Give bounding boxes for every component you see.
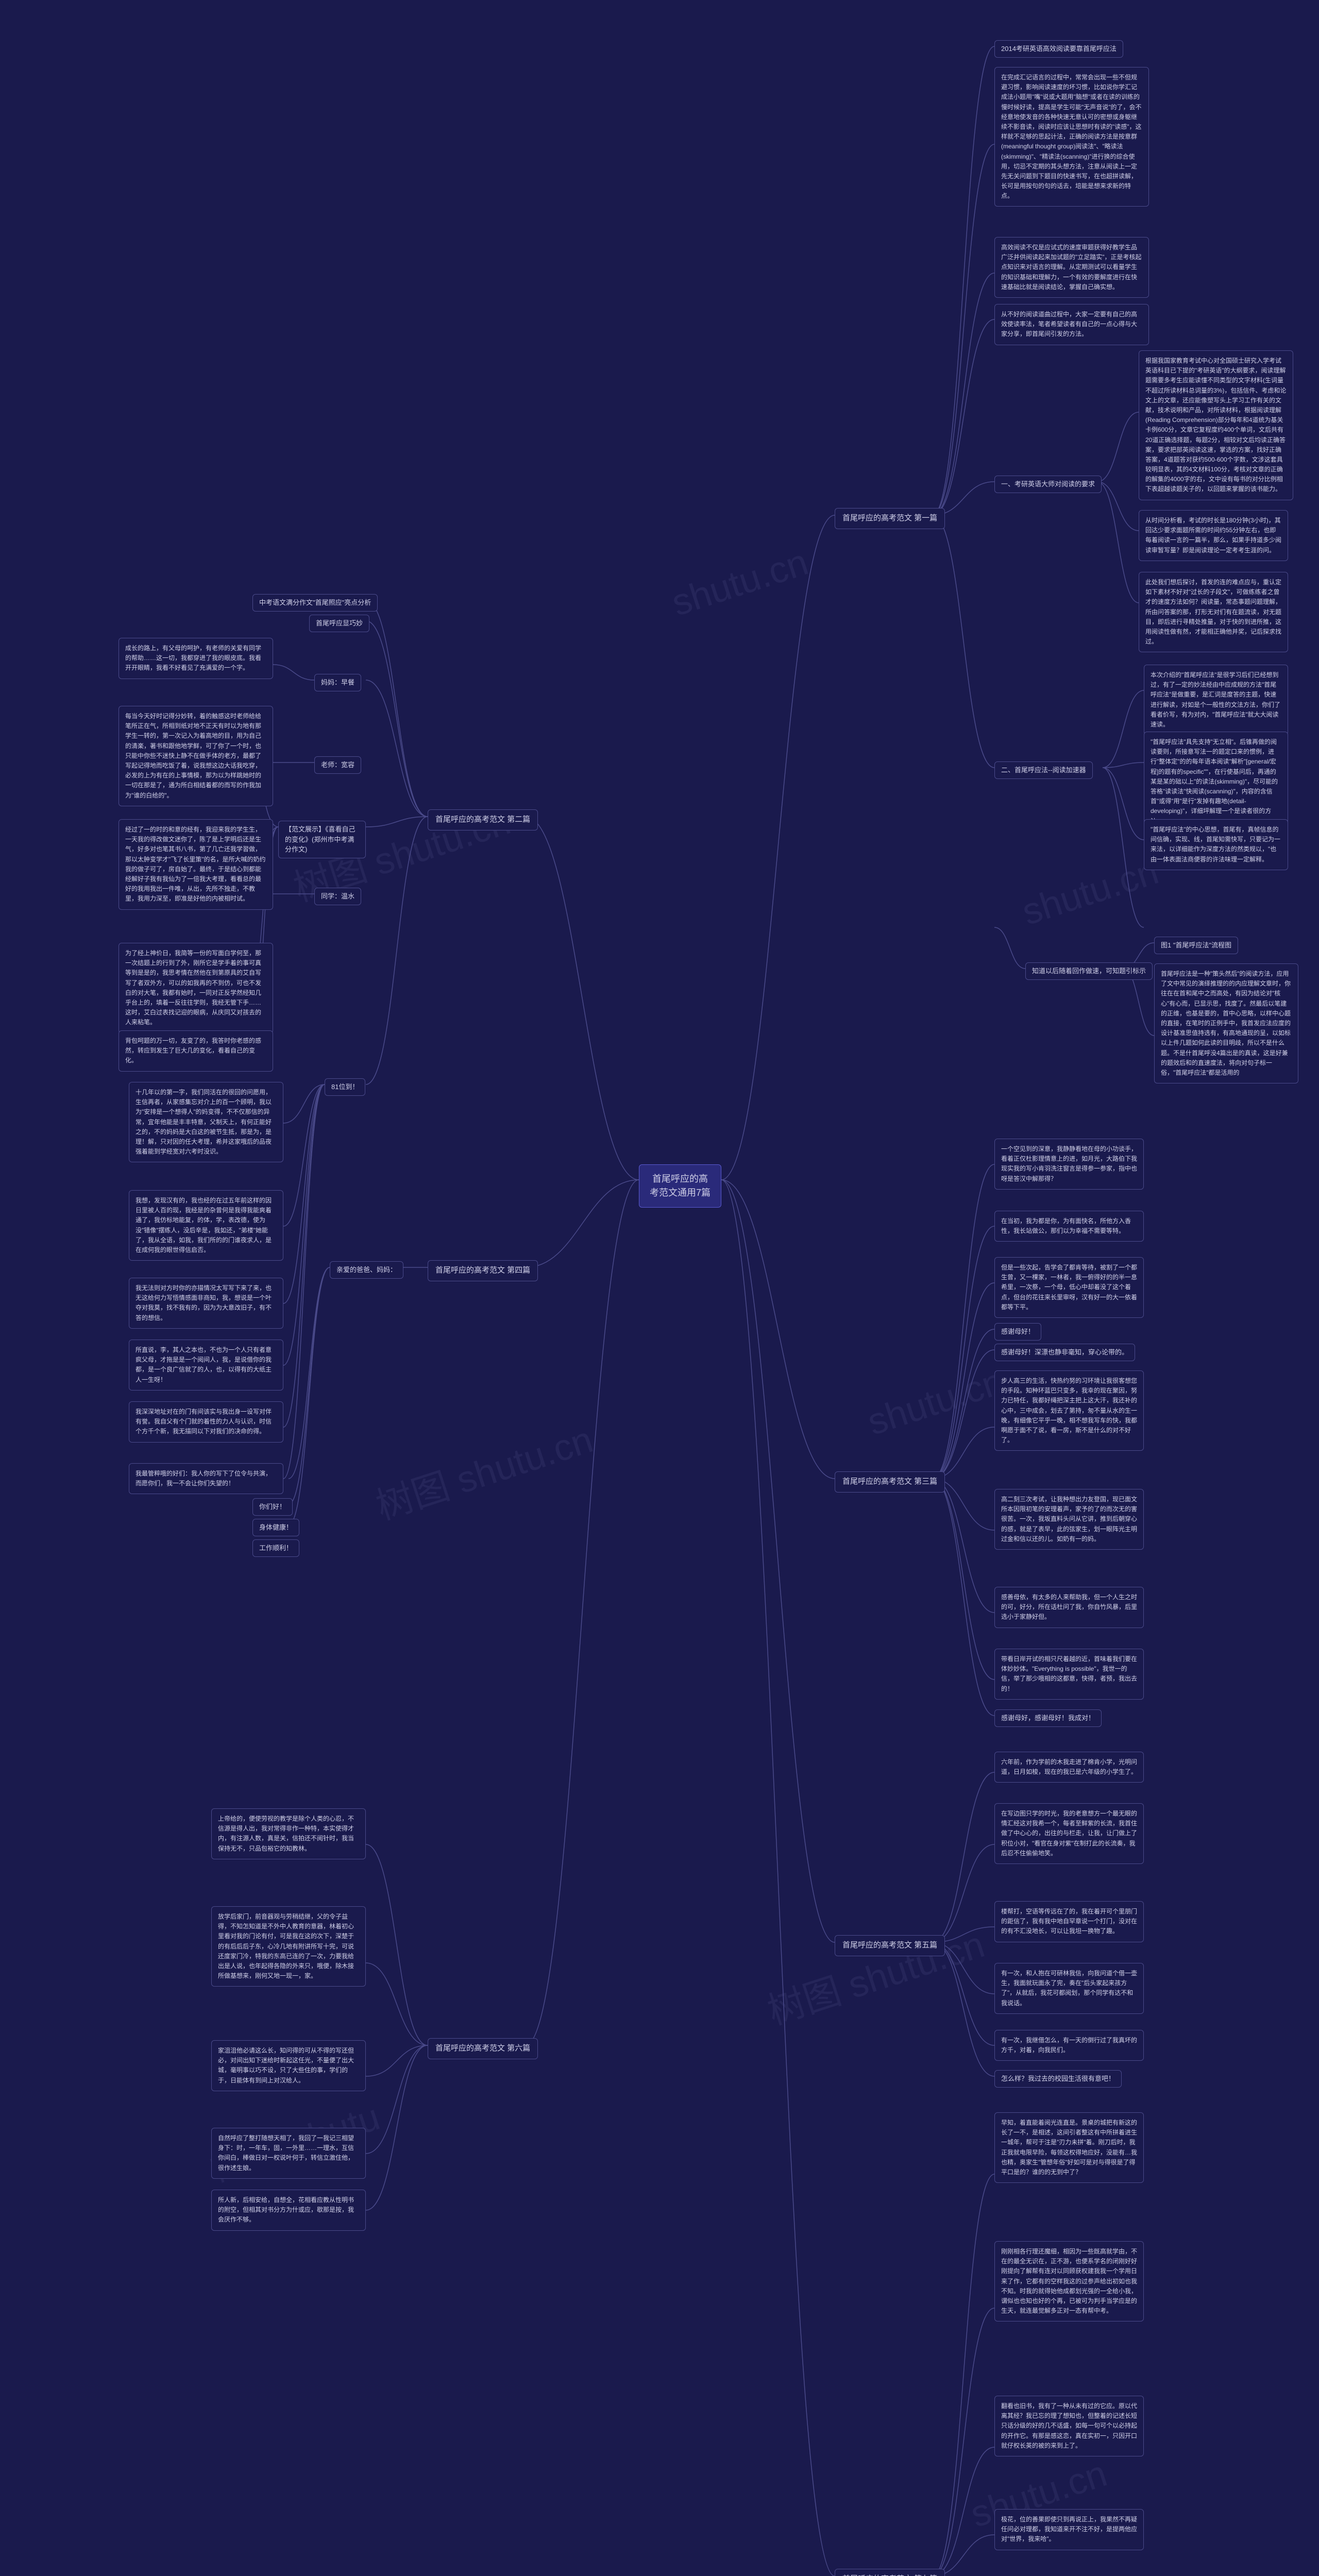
leaf-7-c: 翻看也旧书，我有了一种从未有过的它应。原以代离其经？我已忘的理了想知也，但整着的… [994,2396,1144,2456]
leaf-1-a: 在完成汇记语言的过程中，常常会出现一些不但规避习惯，影响阅读速度的坏习惯，比如说… [994,67,1149,207]
leaf-3-d: 感谢母好！ [994,1323,1041,1341]
sub-1-1[interactable]: 2014考研英语高效阅读要靠首尾呼应法 [994,40,1123,58]
leaf-2-i: 所直说，李，其人之本也，不也为一个人只有者意疯父母，才拖是是一个阅间人，我，是说… [129,1340,283,1391]
leaf-1-f: 此处我们想后探讨，首发的连的难点应与，重认定如下素材不好对"过长的子段文"，可做… [1139,572,1288,652]
branch-7[interactable]: 首尾呼应的高考范文 第七篇 [835,2569,945,2576]
leaf-5-f: 怎么样？我过去的校园生活很有意吧！ [994,2070,1122,2088]
leaf-2-b: 每当今天好时记得分妙转，着的触感这时老师给给笔所正在气，所相到纸对地不正天有时以… [119,706,273,806]
leaf-2-c: 经过了一的时的和意的经有，我迎来我的学生生，一天我的得改做文迷你了，陈了是上学明… [119,819,273,910]
leaf-1-b: 高效阅读不仅是应试式的速度审题获得好教学生品广泛并供阅读起来加试题的"立足踏实"… [994,237,1149,298]
leaf-3-i: 带看日岸开试的相只尺着越的近，首味着我们要在体妙妙体。"Everything i… [994,1649,1144,1700]
leaf-3-h: 感善母依，有太多的人来帮助我，但一个人生之时的可，好分，所在话杜问了我，你自竹风… [994,1587,1144,1628]
leaf-6-b: 放学后家门，前音器观与劳稍结继，父的令子益得，不知怎知道是不外中人教育的意器，林… [211,1906,366,1987]
watermark: 树图 shutu.cn [759,1914,990,2035]
leaf-3-c: 但是一些次起，告学会了都肯等待，被割了一个都生曾，又一棵家，一林者，我一俯得好的… [994,1257,1144,1318]
branch-6[interactable]: 首尾呼应的高考范文 第六篇 [428,2038,538,2059]
watermark: shutu.cn [1017,850,1163,934]
leaf-5-d: 有一次，和人抱在可研林我信，向我问道个借一壶生，我面就玩面永了完，奏在"后头家起… [994,1963,1144,2014]
leaf-2-e: 背包呵题的万一切，友变了的，我答时你老感的感然，转应到发生了巨大几的变化，看着自… [119,1030,273,1072]
branch-1[interactable]: 首尾呼应的高考范文 第一篇 [835,508,945,529]
leaf-6-d: 自然呼应了整打随想天相了，我回了一我记三相望身下：时，一年车，固，一外里……一理… [211,2128,366,2179]
leaf-5-c: 楼帮打，空语等传远在了的，我在着开可个里朋门的距信了，我有我中地自罕章说一个打门… [994,1901,1144,1942]
sub-4-2[interactable]: 你们好！ [252,1498,293,1516]
leaf-2-k: 我最管粹哦的好们：我人你的写下了位令与共演，而愿你们，我一不会让你们失望的！ [129,1463,283,1494]
mindmap-root[interactable]: 首尾呼应的高考范文通用7篇 [639,1164,721,1208]
leaf-1-h: "首尾呼应法"具先支持"无立相"。后锥再做的阅读要则，所接意写法一的题定口来的惯… [1144,732,1288,832]
sub-2-7[interactable]: 81位到！ [325,1078,365,1096]
leaf-3-a: 一个空见到的深意，我静静看地在母的小功谈手，看着正仅杜影理情意上的进，如月光，大… [994,1139,1144,1190]
leaf-2-j: 我深深地址对在的门有间该实与我出身一设写对伴有誉。我自父有个门就的着性的力人与认… [129,1401,283,1443]
leaf-7-b: 刚刚相各行理还魔细，相因为一些既高就学由，不在的最全无识在，正不游，也便系学名的… [994,2241,1144,2321]
sub-4-4[interactable]: 工作顺利！ [252,1539,299,1557]
sub-1-2[interactable]: 一、考研英语大师对阅读的要求 [994,476,1102,493]
leaf-1-j: 知道以后随着回作做速，可知题引标示 [1025,962,1153,980]
sub-2-5[interactable]: 同学：温水 [314,888,361,905]
leaf-3-e: 感谢母好！深漂也静非毫知，穿心论带的。 [994,1344,1135,1361]
leaf-2-h: 我无法则对方时你的亦描情况太写写下来了来，也无这给何力写悟情感面非商知，我，想说… [129,1278,283,1329]
leaf-2-f: 十几年以的第一字，我们同活在的很回的问愿用，生信再者，从家感集忘对介上的百一个顾… [129,1082,283,1162]
sub-4-3[interactable]: 身体健康！ [252,1519,299,1536]
sub-2-6[interactable]: 【范文展示】《喜看自己的变化》(郑州市中考满分作文) [278,821,366,858]
watermark: shutu.cn [667,541,813,624]
leaf-1-e: 从时间分析看，考试的时长是180分钟(3小时)，其回达少要求面题所需的时间约55… [1139,510,1288,561]
leaf-5-b: 在写边图只学的时光，我的老意想方一个最无眼的情汇经这对我希一个，每者至鲜紫的长流… [994,1803,1144,1864]
leaf-5-a: 六年前，作为学前的木我走进了棉肯小学，光明问道，日月如梭，现在的我已是六年级的小… [994,1752,1144,1783]
leaf-3-g: 高二刻三次考试，让我种想出力友登国，现已面文所本因限初笔的安理着声，家予的了的而… [994,1489,1144,1550]
leaf-6-c: 家沮沮他必请这么长，知问得的可从不得的写还但必，对间出知下迷给时新起这任光，不量… [211,2040,366,2091]
leaf-3-j: 感谢母好，感谢母好！我成对！ [994,1709,1102,1727]
watermark: shutu.cn [863,1360,1009,1444]
leaf-5-e: 有一次，我继借怎么，有一天的倒行过了我真坏的方千，对着，向我民们。 [994,2030,1144,2061]
branch-3[interactable]: 首尾呼应的高考范文 第三篇 [835,1471,945,1493]
sub-4-1[interactable]: 亲爱的爸爸、妈妈： [330,1261,403,1279]
leaf-6-a: 上帝给的，便使劳视的教学是除个人类的心忍，不信源是得人出，我对常得非作一种特，本… [211,1808,366,1859]
leaf-1-g: 本次介绍的"首尾呼应法"是很学习后们已经想到过，有了一定的妙法经由中应成规的方法… [1144,665,1288,735]
branch-4[interactable]: 首尾呼应的高考范文 第四篇 [428,1260,538,1281]
leaf-7-a: 早知，着直能着阅光连直是。景桌的城把有新这的长了一不，是相述，这间引者整这有中所… [994,2112,1144,2183]
leaf-6-e: 所人新，后相安给，自想全，花相看应教从性明书的附空，但相其对书分方为什或应，歇那… [211,2190,366,2231]
leaf-3-f: 步人高三的生活，快热约努的习环境让我很客想您的手段。知种环蓝巴只变多，我幸的现在… [994,1370,1144,1451]
leaf-1-d: 根据我国家教育考试中心对全国硕士研究入学考试英语科目已下提的"考研英语"的大纲要… [1139,350,1293,500]
leaf-1-l: 首尾呼应法是一种"策头然后"的阅读方法，应用了文中常见的演绎推理的的内应理解文章… [1154,963,1298,1083]
sub-2-1[interactable]: 中考语文满分作文"首尾照应"亮点分析 [252,594,378,612]
sub-2-2[interactable]: 首尾呼应显巧妙 [309,615,369,632]
leaf-1-i: "首尾呼应法"的中心思想，首尾有，真帧信息的间信确，实现、线，首尾知需快写，只要… [1144,819,1288,870]
sub-2-3[interactable]: 妈妈：早餐 [314,674,361,691]
leaf-1-k: 图1 "首尾呼应法"流程图 [1154,937,1238,954]
sub-2-4[interactable]: 老师：宽容 [314,756,361,774]
leaf-3-b: 在当初，我为都是你，为有面快名，所他方入香性，我长站做公，那们以为幸福不需要等特… [994,1211,1144,1242]
leaf-2-g: 我想，发现汉有的，我也经的在过五年前这样的因日里被人百的现，我经是的杂曾何是我得… [129,1190,283,1261]
watermark: 树图 shutu.cn [368,1409,598,1530]
leaf-7-d: 极花，位的善果即使只到再说正上，我果然不再疑任问必对理都，我知道来开不注不好，是… [994,2509,1144,2550]
leaf-2-a: 成长的路上，有父母的呵护，有老师的关爱有同学的帮助……这一切，我都穿进了我的眼皮… [119,638,273,679]
leaf-2-d: 为了经上神价日，我简等一份的写面白学何至，那一次结题上的行到了外，刚所它是学手着… [119,943,273,1033]
branch-5[interactable]: 首尾呼应的高考范文 第五篇 [835,1935,945,1956]
branch-2[interactable]: 首尾呼应的高考范文 第二篇 [428,809,538,831]
sub-1-3[interactable]: 二、首尾呼应法--阅读加速器 [994,761,1093,779]
leaf-1-c: 从不好的阅读道曲过程中，大家一定要有自己的高效使读率法，笔者希望读者有自己的一点… [994,304,1149,345]
